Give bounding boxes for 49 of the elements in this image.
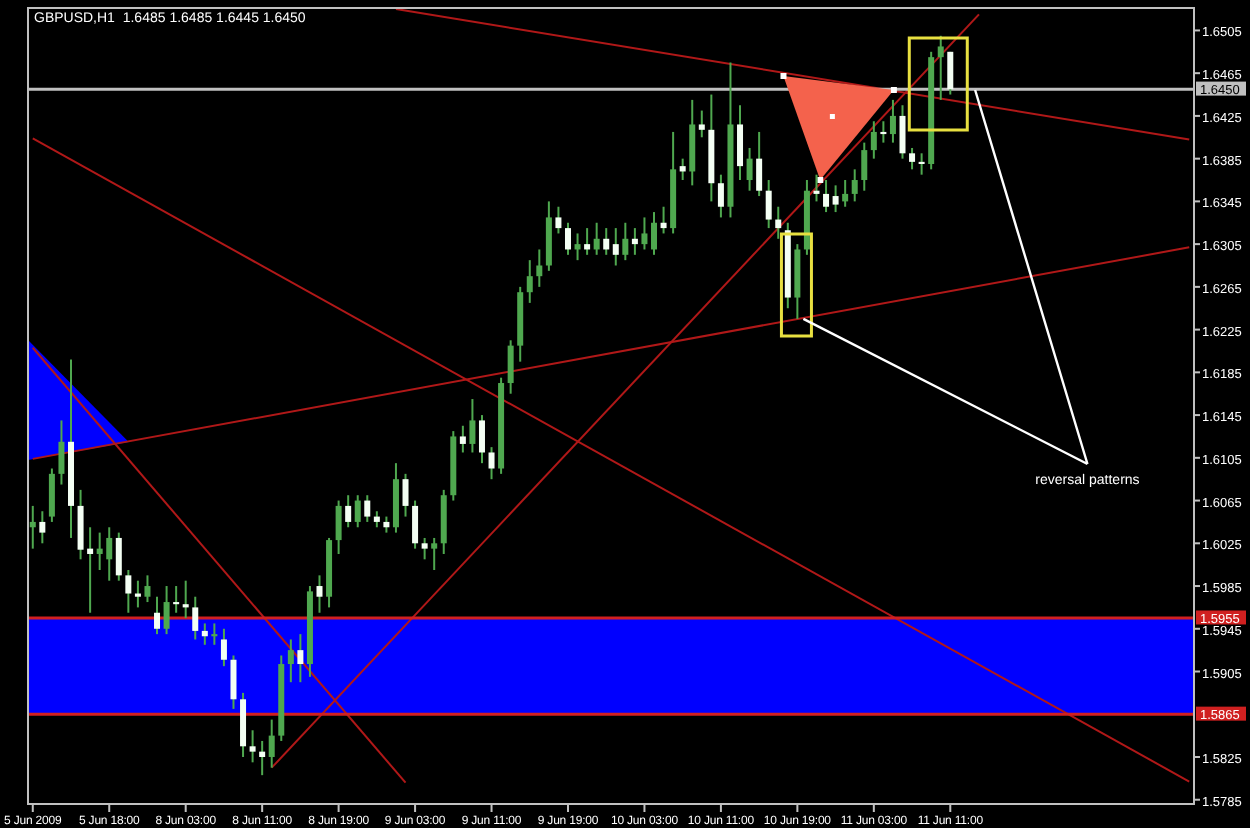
- candlestick: [249, 729, 256, 764]
- candlestick: [593, 221, 600, 256]
- candlestick: [268, 718, 275, 769]
- candlestick: [335, 499, 342, 555]
- candlestick: [737, 104, 744, 182]
- candlestick: [507, 339, 514, 395]
- candlestick: [163, 585, 170, 636]
- candlestick: [469, 398, 476, 454]
- candlestick: [182, 579, 189, 620]
- candlestick: [220, 627, 227, 668]
- candlestick: [909, 146, 916, 171]
- candlestick: [431, 536, 438, 572]
- candlestick: [354, 494, 361, 529]
- candlestick: [689, 98, 696, 187]
- candlestick: [698, 109, 705, 139]
- candlestick: [851, 168, 858, 203]
- candlestick: [144, 574, 151, 604]
- candlestick: [29, 504, 36, 550]
- candlestick: [259, 739, 266, 777]
- candlestick: [641, 216, 648, 251]
- candlestick: [230, 654, 237, 710]
- candlestick: [58, 419, 65, 486]
- candlestick: [651, 211, 658, 256]
- candlestick: [765, 179, 772, 230]
- candlestick: [889, 98, 896, 144]
- candlestick: [823, 179, 830, 214]
- candlestick: [536, 248, 543, 288]
- candlestick: [526, 259, 533, 304]
- candlestick: [564, 221, 571, 256]
- candlestick: [574, 232, 581, 262]
- candlestick: [48, 467, 55, 523]
- candlestick: [899, 104, 906, 160]
- candlestick: [478, 414, 485, 465]
- candlestick: [746, 146, 753, 192]
- candlestick: [192, 595, 199, 641]
- candlestick: [211, 622, 218, 646]
- candlestick: [240, 691, 247, 758]
- candlestick: [154, 595, 161, 636]
- candlestick: [115, 531, 122, 582]
- candlestick: [842, 179, 849, 208]
- candlestick: [870, 120, 877, 160]
- candlestick: [937, 34, 944, 101]
- candlestick: [775, 205, 782, 240]
- candlestick: [412, 499, 419, 550]
- candlestick: [125, 569, 132, 614]
- candlestick: [861, 141, 868, 192]
- candlestick: [622, 221, 629, 262]
- candlestick: [402, 472, 409, 518]
- candlestick: [287, 638, 294, 684]
